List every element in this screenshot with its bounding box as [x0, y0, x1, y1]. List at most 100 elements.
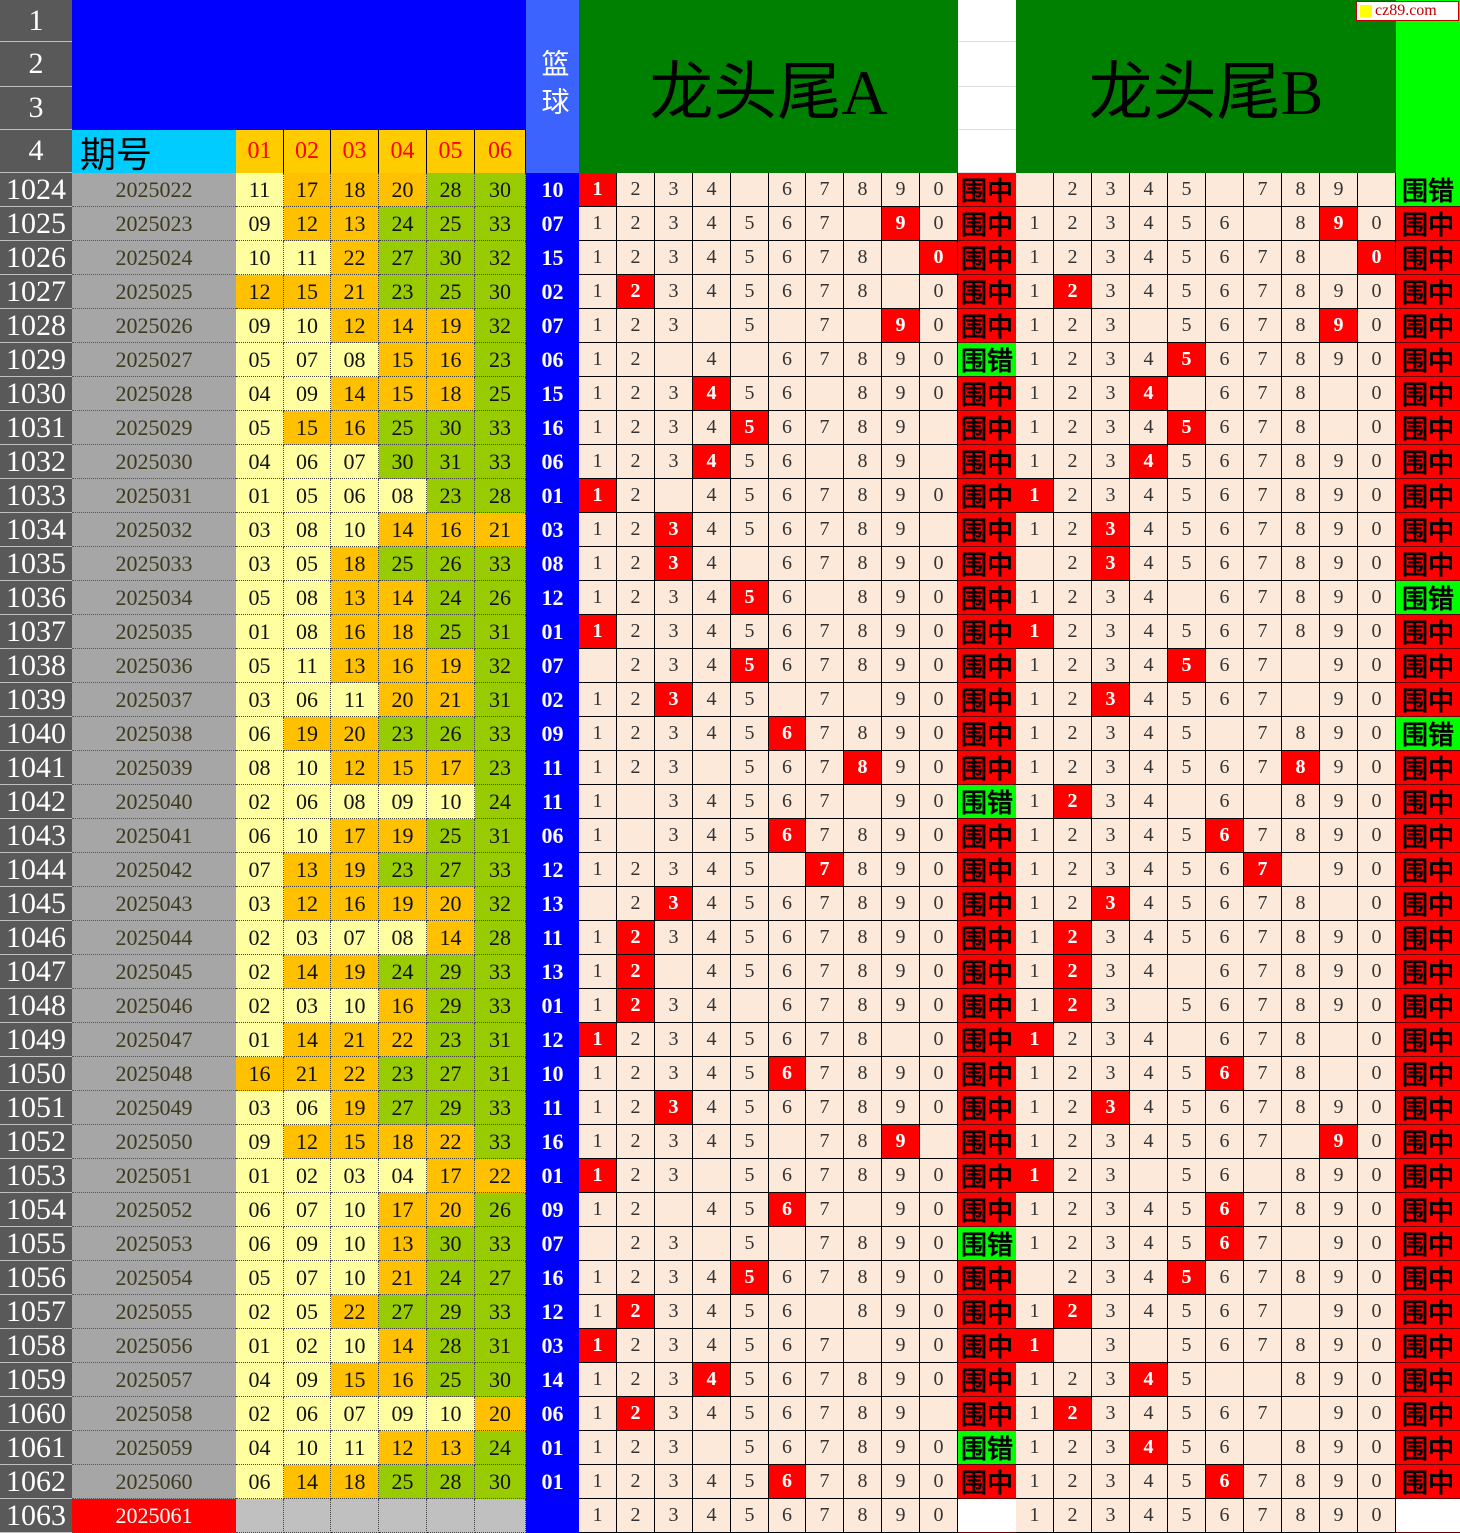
- row-number[interactable]: 1049: [0, 1023, 72, 1057]
- panel-a-result-badge: 围中: [958, 989, 1016, 1023]
- row-number[interactable]: 1037: [0, 615, 72, 649]
- panel-a-result-badge: 围中: [958, 1193, 1016, 1227]
- row-number[interactable]: 1039: [0, 683, 72, 717]
- row-number[interactable]: 1050: [0, 1057, 72, 1091]
- panel-a-result-badge: 围错: [958, 785, 1016, 819]
- panel-a-digit-cell-hit: 2: [617, 921, 655, 955]
- row-number[interactable]: 1053: [0, 1159, 72, 1193]
- row-number[interactable]: 1060: [0, 1397, 72, 1431]
- row-number[interactable]: 1052: [0, 1125, 72, 1159]
- panel-b-digit-cell: 8: [1282, 921, 1320, 955]
- row-number[interactable]: 1040: [0, 717, 72, 751]
- red-ball-cell: 16: [331, 411, 379, 445]
- panel-b-digit-cell: 7: [1244, 581, 1282, 615]
- row-number[interactable]: 1057: [0, 1295, 72, 1329]
- row-number[interactable]: 1030: [0, 377, 72, 411]
- row-number[interactable]: 1032: [0, 445, 72, 479]
- panel-b-digit-cell: 0: [1358, 309, 1396, 343]
- red-ball-cell: 03: [284, 921, 331, 955]
- panel-a-digit-cell: 9: [882, 1057, 920, 1091]
- logo-text: cz89.com: [1375, 2, 1437, 19]
- red-ball-cell: 03: [236, 683, 284, 717]
- panel-b-digit-cell: 2: [1054, 683, 1092, 717]
- panel-a-digit-cell: 2: [617, 309, 655, 343]
- panel-a-digit-cell: 8: [844, 615, 882, 649]
- site-logo[interactable]: cz89.com: [1356, 1, 1459, 21]
- row-number[interactable]: 1035: [0, 547, 72, 581]
- panel-b-digit-cell: 0: [1358, 717, 1396, 751]
- panel-a-digit-cell: 9: [882, 1091, 920, 1125]
- row-number[interactable]: 1056: [0, 1261, 72, 1295]
- panel-b-digit-cell: 5: [1168, 207, 1206, 241]
- panel-a-digit-cell: 4: [693, 989, 731, 1023]
- panel-a-digit-cell-hit: 2: [617, 1295, 655, 1329]
- panel-b-digit-cell: 0: [1358, 785, 1396, 819]
- row-header-3[interactable]: 3: [0, 87, 72, 130]
- row-number[interactable]: 1036: [0, 581, 72, 615]
- red-ball-cell: 16: [379, 649, 427, 683]
- row-header-2[interactable]: 2: [0, 42, 72, 87]
- row-number[interactable]: 1031: [0, 411, 72, 445]
- row-number[interactable]: 1062: [0, 1465, 72, 1499]
- panel-a-result-badge: 围中: [958, 411, 1016, 445]
- row-number[interactable]: 1061: [0, 1431, 72, 1465]
- row-number[interactable]: 1041: [0, 751, 72, 785]
- row-number[interactable]: 1054: [0, 1193, 72, 1227]
- row-number[interactable]: 1042: [0, 785, 72, 819]
- panel-a-digit-cell: 0: [920, 921, 958, 955]
- panel-b-digit-cell: [1358, 173, 1396, 207]
- panel-b-digit-cell: 4: [1130, 207, 1168, 241]
- panel-b-digit-cell: 3: [1092, 173, 1130, 207]
- row-number[interactable]: 1048: [0, 989, 72, 1023]
- panel-b-result-badge: 围中: [1396, 649, 1460, 683]
- panel-b-digit-cell: 3: [1092, 955, 1130, 989]
- panel-a-digit-cell: 6: [769, 411, 806, 445]
- red-ball-cell: 06: [236, 1465, 284, 1499]
- panel-a-digit-cell: 1: [579, 989, 617, 1023]
- row-number[interactable]: 1055: [0, 1227, 72, 1261]
- row-number[interactable]: 1044: [0, 853, 72, 887]
- panel-a-digit-cell: [920, 513, 958, 547]
- panel-b-digit-cell: 4: [1130, 921, 1168, 955]
- row-number[interactable]: 1034: [0, 513, 72, 547]
- panel-b-digit-cell-hit: 6: [1206, 1193, 1244, 1227]
- red-ball-header-04: 04: [379, 130, 427, 173]
- panel-b-digit-cell: 2: [1054, 241, 1092, 275]
- row-header-1[interactable]: 1: [0, 0, 72, 42]
- row-number[interactable]: 1027: [0, 275, 72, 309]
- row-header-4[interactable]: 4: [0, 130, 72, 173]
- row-number[interactable]: 1046: [0, 921, 72, 955]
- red-ball-cell: 20: [427, 887, 475, 921]
- panel-b-digit-cell: 9: [1320, 1329, 1358, 1363]
- row-number[interactable]: 1051: [0, 1091, 72, 1125]
- panel-a-digit-cell: 2: [617, 1023, 655, 1057]
- panel-b-digit-cell-hit: 5: [1168, 1261, 1206, 1295]
- row-number[interactable]: 1024: [0, 173, 72, 207]
- row-number[interactable]: 1059: [0, 1363, 72, 1397]
- row-number[interactable]: 1028: [0, 309, 72, 343]
- row-number[interactable]: 1043: [0, 819, 72, 853]
- red-ball-cell: 01: [236, 615, 284, 649]
- row-number[interactable]: 1033: [0, 479, 72, 513]
- row-number[interactable]: 1063: [0, 1499, 72, 1533]
- blue-ball-cell: 07: [526, 1227, 579, 1261]
- row-number[interactable]: 1025: [0, 207, 72, 241]
- panel-b-digit-cell: 0: [1358, 683, 1396, 717]
- panel-a-digit-cell: 9: [882, 751, 920, 785]
- row-number[interactable]: 1026: [0, 241, 72, 275]
- row-number[interactable]: 1047: [0, 955, 72, 989]
- red-ball-cell: 30: [475, 173, 526, 207]
- red-ball-cell: 08: [284, 581, 331, 615]
- row-number[interactable]: 1029: [0, 343, 72, 377]
- panel-a-digit-cell: 5: [731, 1159, 769, 1193]
- panel-a-digit-cell: 1: [579, 377, 617, 411]
- row-number[interactable]: 1038: [0, 649, 72, 683]
- panel-a-result-badge: 围中: [958, 513, 1016, 547]
- panel-a-digit-cell: 9: [882, 921, 920, 955]
- panel-b-digit-cell: 1: [1016, 207, 1054, 241]
- red-ball-cell: 19: [331, 955, 379, 989]
- panel-a-digit-cell: 5: [731, 479, 769, 513]
- panel-a-digit-cell: [579, 649, 617, 683]
- row-number[interactable]: 1045: [0, 887, 72, 921]
- row-number[interactable]: 1058: [0, 1329, 72, 1363]
